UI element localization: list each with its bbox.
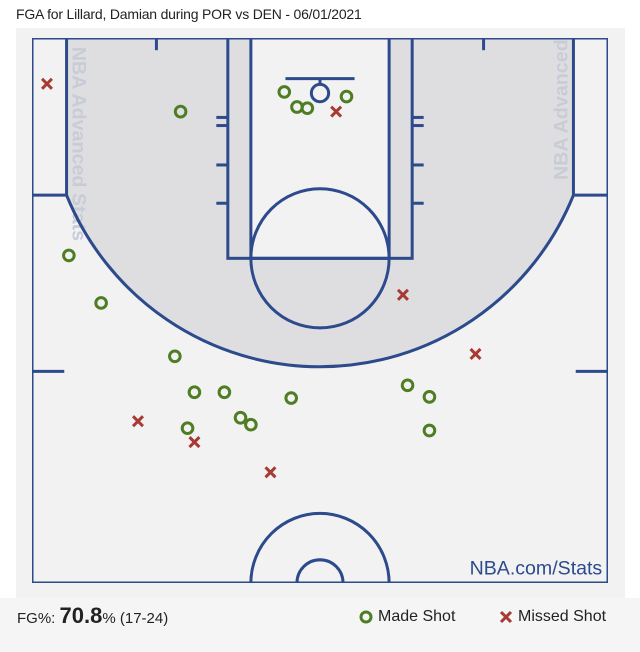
rim [309, 82, 331, 104]
fg-label: FG%: [17, 610, 56, 627]
missed-shot-marker [330, 105, 343, 118]
missed-shot-marker [469, 347, 482, 361]
made-shot-marker [422, 390, 437, 404]
made-shot-marker [339, 89, 354, 104]
made-shot-marker [277, 85, 292, 99]
missed-shot-marker [188, 436, 201, 449]
made-shot-marker [168, 349, 182, 364]
made-shot-marker [300, 101, 315, 115]
missed-shot-icon [499, 610, 513, 624]
ft-circle-top-fill [250, 188, 390, 259]
fg-suffix: % [102, 610, 116, 627]
missed-shot-marker [131, 415, 144, 428]
three-point-line [65, 38, 575, 369]
legend-missed: Missed Shot [498, 608, 606, 626]
watermark-right: NBA Advanced Stats [551, 38, 573, 180]
center-circle-inner [295, 558, 345, 583]
legend-made: Made Shot [358, 608, 455, 626]
paint-inner [249, 38, 391, 260]
basketball-court: NBA Advanced Stats NBA Advanced Stats NB… [32, 38, 608, 583]
shot-markers [40, 77, 482, 479]
made-shot-marker [187, 385, 202, 400]
made-shot-marker [244, 417, 258, 432]
made-shot-marker [217, 385, 232, 400]
footer [0, 598, 640, 652]
fg-summary: FG%: 70.8% (17-24) [17, 603, 168, 629]
made-shot-marker [400, 378, 415, 393]
court-shading [66, 38, 574, 367]
missed-shot-marker [264, 466, 277, 479]
missed-shot-marker [40, 77, 53, 90]
made-shot-marker [173, 104, 188, 119]
made-shot-marker [284, 391, 298, 405]
court-lines [32, 38, 608, 583]
chart-title: FGA for Lillard, Damian during POR vs DE… [16, 6, 362, 22]
center-circle-outer [249, 511, 391, 583]
made-shot-marker [180, 421, 195, 436]
made-shot-icon [359, 610, 373, 624]
watermark-left: NBA Advanced Stats [67, 47, 89, 241]
brand-label: NBA.com/Stats [470, 557, 603, 579]
missed-shot-marker [396, 288, 409, 301]
made-shot-marker [62, 248, 76, 263]
fg-value: 70.8 [59, 603, 103, 628]
ft-circle-bottom-fill [250, 258, 390, 328]
fg-count: (17-24) [119, 610, 169, 627]
free-throw-circle [249, 187, 391, 330]
legend-made-label: Made Shot [378, 608, 456, 625]
made-shot-marker [94, 296, 108, 310]
made-shot-marker [233, 410, 248, 425]
legend-missed-label: Missed Shot [518, 608, 607, 625]
made-shot-marker [422, 423, 437, 438]
